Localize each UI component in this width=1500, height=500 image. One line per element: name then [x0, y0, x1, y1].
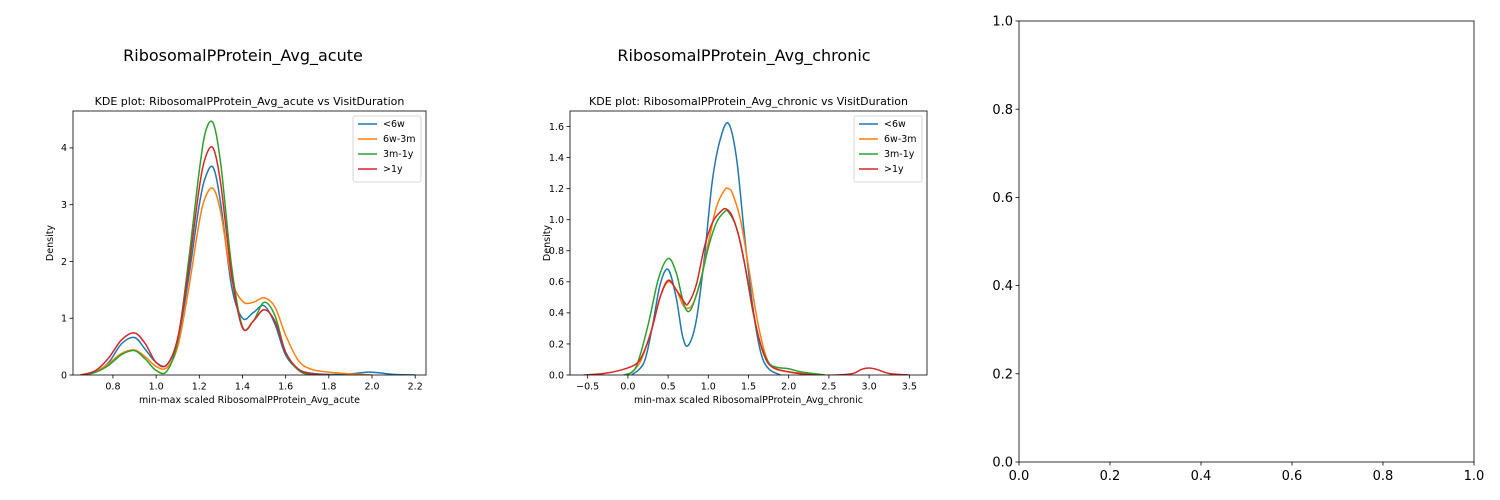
- kde-chart-acute: 0.8 1.0 1.2 1.4 1.6 1.8 2.0 2.2 0 1 2 3 4 KDE plot: R…: [45, 95, 427, 406]
- y-tick-label: 0.8: [992, 103, 1013, 118]
- x-tick-label: 1.2: [192, 382, 207, 393]
- x-tick-label: 0.5: [661, 382, 676, 393]
- legend-label: 6w-3m: [383, 134, 416, 145]
- legend-label: <6w: [383, 119, 405, 130]
- y-tick-label: 3: [61, 200, 67, 211]
- x-tick-label: 0.8: [1373, 469, 1394, 484]
- panel-2-suptitle: RibosomalPProtein_Avg_chronic: [617, 46, 871, 65]
- x-tick-label: 0.4: [1191, 469, 1212, 484]
- y-tick-label: 0.2: [549, 339, 564, 350]
- y-tick-label: 1.4: [549, 153, 564, 164]
- x-tick-label: 3.0: [862, 382, 877, 393]
- legend-label: 3m-1y: [383, 149, 414, 160]
- x-tick-label: 1.4: [235, 382, 250, 393]
- x-axis-label: min-max scaled RibosomalPProtein_Avg_chr…: [634, 395, 863, 406]
- y-tick-label: 1: [61, 314, 67, 325]
- x-tick-label: 1.8: [321, 382, 336, 393]
- y-tick-label: 0: [61, 370, 67, 381]
- y-tick-label: 0.6: [549, 277, 564, 288]
- y-tick-label: 4: [61, 143, 67, 154]
- plot-area: [583, 122, 910, 375]
- y-tick-label: 0.0: [992, 456, 1013, 471]
- y-tick-label: 1.0: [549, 215, 564, 226]
- y-tick-label: 0.0: [549, 370, 564, 381]
- series-line->1y: [583, 207, 910, 375]
- legend-label: >1y: [383, 164, 403, 175]
- legend-label: 3m-1y: [884, 149, 915, 160]
- y-tick-label: 0.8: [549, 246, 564, 257]
- y-tick-label: 0.4: [549, 308, 564, 319]
- series-line-6w-3m: [627, 187, 817, 375]
- y-tick-label: 1.6: [549, 122, 564, 133]
- x-tick-label: 0.8: [105, 382, 120, 393]
- x-tick-label: 2.5: [821, 382, 836, 393]
- plot-area: [80, 120, 416, 375]
- legend: <6w 6w-3m 3m-1y >1y: [853, 115, 923, 183]
- legend: <6w 6w-3m 3m-1y >1y: [352, 115, 422, 183]
- y-axis-label: Density: [542, 225, 553, 261]
- axes-frame: [1018, 20, 1475, 463]
- x-tick-label: 1.0: [1464, 469, 1485, 484]
- panel-1-suptitle: RibosomalPProtein_Avg_acute: [123, 46, 363, 65]
- legend-label: <6w: [884, 119, 906, 130]
- x-axis-label: min-max scaled RibosomalPProtein_Avg_acu…: [139, 395, 360, 406]
- empty-axes: 0.0 0.2 0.4 0.6 0.8 1.0 0.0 0.2 0.4 0.6 0.8 1.0: [992, 15, 1484, 484]
- x-tick-label: 1.0: [149, 382, 164, 393]
- legend-label: 6w-3m: [884, 134, 917, 145]
- legend-label: >1y: [884, 164, 904, 175]
- x-tick-label: 1.0: [701, 382, 716, 393]
- axes-frame: [72, 110, 427, 376]
- kde-chart-chronic: −0.5 0.0 0.5 1.0 1.5 2.0 2.5 3.0 3.5 0.0 0.2 0.4 0.6…: [542, 95, 928, 406]
- legend-frame: [352, 115, 422, 183]
- chart-title: KDE plot: RibosomalPProtein_Avg_acute vs…: [95, 95, 405, 108]
- y-tick-label: 0.2: [992, 367, 1013, 382]
- x-tick-label: 0.0: [1009, 469, 1030, 484]
- chart-title: KDE plot: RibosomalPProtein_Avg_chronic …: [589, 95, 908, 108]
- y-axis-label: Density: [45, 225, 56, 261]
- x-tick-label: 0.2: [1100, 469, 1121, 484]
- x-tick-label: 3.5: [902, 382, 917, 393]
- series-line->1y: [80, 146, 329, 375]
- x-tick-label: 2.0: [781, 382, 796, 393]
- x-tick-label: 1.5: [741, 382, 756, 393]
- x-tick-label: −0.5: [576, 382, 599, 393]
- legend-frame: [853, 115, 923, 183]
- series-line-3m-1y: [80, 120, 329, 375]
- y-tick-label: 0.4: [992, 279, 1013, 294]
- x-tick-label: 0.6: [1282, 469, 1303, 484]
- y-tick-label: 1.2: [549, 184, 564, 195]
- y-tick-label: 1.0: [992, 15, 1013, 30]
- y-tick-label: 2: [61, 257, 67, 268]
- y-tick-label: 0.6: [992, 191, 1013, 206]
- x-tick-label: 2.2: [408, 382, 423, 393]
- x-tick-label: 0.0: [620, 382, 635, 393]
- x-tick-label: 1.6: [278, 382, 293, 393]
- x-tick-label: 2.0: [364, 382, 379, 393]
- series-line-<6w: [80, 165, 416, 375]
- series-line-3m-1y: [623, 209, 825, 375]
